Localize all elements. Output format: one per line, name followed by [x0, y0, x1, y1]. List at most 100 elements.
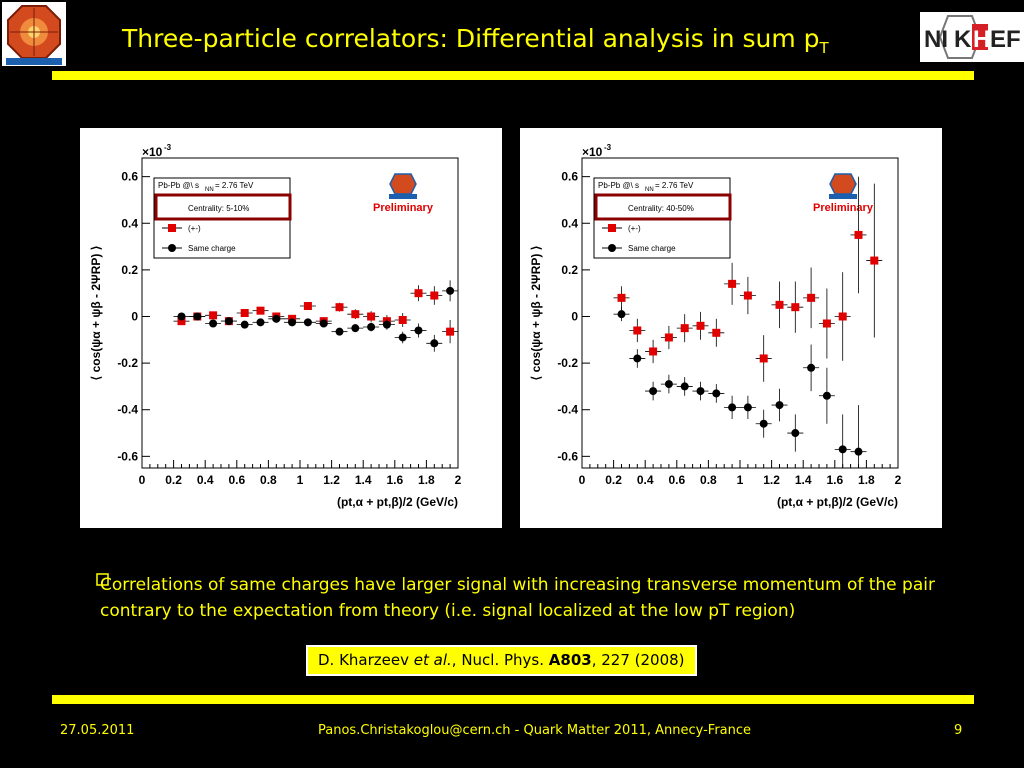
- left-point-same: [414, 326, 423, 335]
- right-point-opposite: [854, 230, 863, 239]
- left-point-opposite: [256, 306, 265, 315]
- svg-text:EF: EF: [990, 26, 1021, 53]
- svg-text:NI: NI: [924, 26, 948, 53]
- right-xtick-label: 2: [895, 473, 902, 487]
- left-multiplier: ×10: [142, 145, 163, 159]
- right-ytick-label: 0.2: [561, 263, 578, 277]
- left-xtick-label: 1.4: [355, 473, 372, 487]
- left-point-same: [335, 327, 344, 336]
- right-point-opposite: [775, 300, 784, 309]
- right-point-opposite: [822, 319, 831, 328]
- left-legend-header: Pb-Pb @\ s: [158, 181, 199, 190]
- right-ytick-label: -0.6: [557, 449, 578, 463]
- right-point-opposite: [664, 333, 673, 342]
- right-xtick-label: 1.2: [763, 473, 780, 487]
- left-preliminary-label: Preliminary: [373, 202, 434, 214]
- right-xlabel: (pt,α + pt,β)/2 (GeV/c): [777, 495, 898, 509]
- right-point-opposite: [791, 303, 800, 312]
- right-ytick-label: -0.4: [557, 403, 578, 417]
- left-centrality-highlight: [154, 193, 292, 221]
- right-point-opposite: [680, 324, 689, 333]
- left-ytick-label: 0.2: [121, 263, 138, 277]
- left-xtick-label: 1.8: [418, 473, 435, 487]
- left-centrality-label: Centrality: 5-10%: [188, 204, 249, 213]
- right-point-opposite: [696, 321, 705, 330]
- left-point-same: [398, 333, 407, 342]
- title-main: Three-particle correlators: Differential…: [122, 24, 820, 53]
- left-point-same: [351, 324, 360, 333]
- reference-authors: D. Kharzeev: [318, 651, 414, 669]
- left-ytick-label: 0.4: [121, 216, 138, 230]
- left-point-same: [446, 286, 455, 295]
- right-point-opposite: [743, 291, 752, 300]
- left-legend-header-rest: = 2.76 TeV: [215, 181, 254, 190]
- title-subscript: T: [819, 39, 829, 57]
- left-ylabel: ⟨ cos(ψα + ψβ - 2ΨRP) ⟩: [89, 246, 103, 381]
- left-ytick-label: 0.6: [121, 170, 138, 184]
- right-legend-marker-2: [608, 244, 616, 252]
- right-point-same: [680, 382, 689, 391]
- bottom-divider: [52, 695, 974, 704]
- right-ytick-label: -0.2: [557, 356, 578, 370]
- right-point-same: [791, 429, 800, 438]
- left-point-opposite: [240, 309, 249, 317]
- left-ytick-label: -0.6: [117, 449, 138, 463]
- left-xtick-label: 2: [455, 473, 462, 487]
- right-xtick-label: 0: [579, 473, 586, 487]
- reference-volume: A803: [548, 651, 592, 669]
- left-point-opposite: [351, 310, 360, 319]
- plot-left: 0 0.2 0.4 0.6 0.8 1 1.2 1.4 1.6 1.8 2 -0.6 -0.4 -0.2 0…: [80, 128, 502, 528]
- reference-etal: et al.: [413, 651, 452, 669]
- left-point-opposite: [398, 315, 407, 324]
- left-point-opposite: [177, 317, 186, 326]
- bullet-text: Correlations of same charges have larger…: [100, 575, 935, 621]
- right-point-same: [617, 310, 626, 319]
- left-point-same: [256, 318, 265, 327]
- left-xtick-label: 1: [297, 473, 304, 487]
- reference-box: D. Kharzeev et al., Nucl. Phys. A803, 22…: [306, 645, 697, 676]
- right-preliminary-logo: [829, 173, 857, 195]
- left-xtick-label: 0.4: [197, 473, 214, 487]
- right-point-opposite: [633, 326, 642, 335]
- left-point-same: [367, 322, 376, 331]
- right-point-opposite: [617, 293, 626, 302]
- left-xtick-label: 0.2: [165, 473, 182, 487]
- left-point-same: [193, 312, 202, 321]
- left-legend-marker-2: [168, 244, 176, 252]
- left-point-same: [177, 312, 186, 321]
- right-point-opposite: [838, 312, 847, 321]
- right-ytick-label: 0: [571, 309, 578, 323]
- left-point-same: [303, 318, 312, 327]
- reference-rest: , 227 (2008): [591, 651, 685, 669]
- right-ylabel: ⟨ cos(ψα + ψβ - 2ΨRP) ⟩: [529, 246, 543, 381]
- reference-journal: , Nucl. Phys.: [451, 651, 549, 669]
- right-xtick-label: 0.8: [700, 473, 717, 487]
- left-point-opposite: [430, 291, 439, 300]
- left-xtick-label: 1.6: [386, 473, 403, 487]
- alice-logo: [2, 2, 66, 66]
- right-point-same: [807, 363, 816, 372]
- right-point-opposite: [649, 347, 658, 356]
- left-xtick-label: 0: [139, 473, 146, 487]
- left-point-opposite: [446, 327, 455, 336]
- right-centrality-label: Centrality: 40-50%: [628, 204, 694, 213]
- left-point-same: [382, 320, 391, 329]
- right-point-same: [854, 447, 863, 456]
- left-legend-header-sub: NN: [205, 187, 214, 193]
- right-point-opposite: [759, 354, 768, 363]
- right-point-opposite: [712, 328, 721, 337]
- right-xtick-label: 1.4: [795, 473, 812, 487]
- top-divider: [52, 71, 974, 80]
- left-legend-label-1: (+-): [188, 224, 201, 233]
- right-point-same: [838, 445, 847, 454]
- left-xtick-label: 0.8: [260, 473, 277, 487]
- right-point-same: [712, 389, 721, 398]
- right-xtick-label: 1.8: [858, 473, 875, 487]
- left-point-same: [240, 320, 249, 329]
- nikhef-logo: NI K H EF: [920, 12, 1024, 62]
- right-legend-label-2: Same charge: [628, 244, 676, 253]
- left-ytick-label: -0.2: [117, 356, 138, 370]
- left-point-same: [224, 317, 233, 326]
- right-xtick-label: 1.6: [826, 473, 843, 487]
- right-ytick-label: 0.6: [561, 170, 578, 184]
